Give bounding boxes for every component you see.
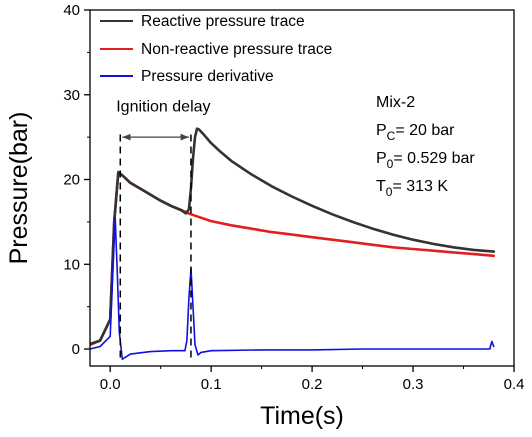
x-tick-label: 0.0 — [100, 376, 121, 393]
condition-t0: T0= 313 K — [376, 178, 448, 199]
legend-label-derivative: Pressure derivative — [141, 68, 274, 85]
series-line-derivative — [90, 216, 495, 360]
x-axis-label: Time(s) — [260, 402, 344, 430]
condition-mix: Mix-2 — [376, 94, 415, 111]
y-tick-label: 40 — [63, 2, 80, 19]
x-tick-label: 0.1 — [201, 376, 222, 393]
ignition-delay-label: Ignition delay — [116, 99, 210, 116]
annotation-layer: Ignition delay — [116, 99, 211, 358]
y-axis-label: Pressure(bar) — [5, 112, 33, 265]
y-tick-label: 0 — [72, 341, 80, 358]
x-tick-label: 0.2 — [302, 376, 323, 393]
series-line-reactive — [90, 127, 496, 346]
conditions-box: Mix-2 PC= 20 bar P0= 0.529 bar T0= 313 K — [376, 94, 475, 199]
legend-label-reactive: Reactive pressure trace — [141, 13, 305, 30]
y-tick-label: 20 — [63, 172, 80, 189]
legend: Reactive pressure trace Non-reactive pre… — [100, 13, 332, 85]
tick-layer: 0.0 0.1 0.2 0.3 0.4 0 10 20 30 40 — [63, 2, 524, 393]
plot-frame — [89, 9, 515, 367]
x-tick-label: 0.3 — [403, 376, 424, 393]
x-tick-label: 0.4 — [504, 376, 525, 393]
y-tick-label: 10 — [63, 256, 80, 273]
condition-pc: PC= 20 bar — [376, 122, 455, 143]
y-tick-label: 30 — [63, 87, 80, 104]
condition-p0: P0= 0.529 bar — [376, 150, 475, 171]
legend-label-nonreactive: Non-reactive pressure trace — [141, 41, 332, 58]
